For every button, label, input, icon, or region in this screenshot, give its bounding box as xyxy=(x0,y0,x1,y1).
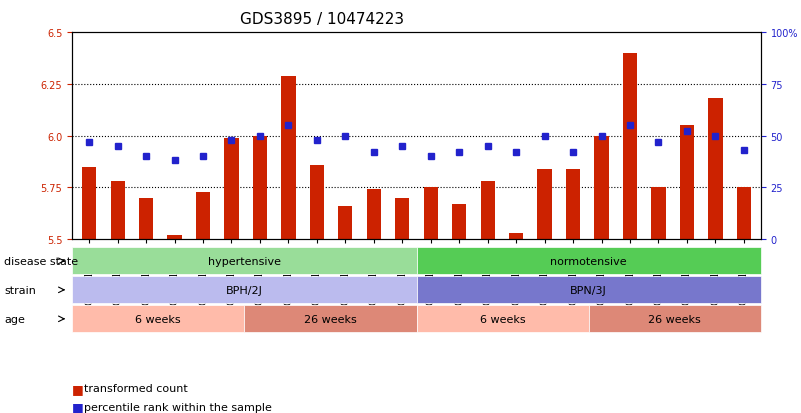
Bar xyxy=(509,233,523,240)
Bar xyxy=(737,188,751,240)
Bar xyxy=(594,136,609,240)
Bar xyxy=(566,169,580,240)
Bar xyxy=(623,54,637,240)
Text: strain: strain xyxy=(4,285,36,295)
Bar xyxy=(651,188,666,240)
Text: 6 weeks: 6 weeks xyxy=(135,314,181,324)
Text: BPN/3J: BPN/3J xyxy=(570,285,607,295)
Bar xyxy=(424,188,438,240)
Text: transformed count: transformed count xyxy=(84,383,188,393)
Bar xyxy=(481,182,495,240)
Text: GDS3895 / 10474223: GDS3895 / 10474223 xyxy=(240,12,405,27)
Text: BPH/2J: BPH/2J xyxy=(226,285,263,295)
Bar xyxy=(281,76,296,240)
Text: ■: ■ xyxy=(72,382,84,395)
Text: 6 weeks: 6 weeks xyxy=(480,314,525,324)
Text: hypertensive: hypertensive xyxy=(207,256,281,266)
Text: 26 weeks: 26 weeks xyxy=(649,314,701,324)
Bar xyxy=(139,198,153,240)
Text: normotensive: normotensive xyxy=(550,256,627,266)
Bar xyxy=(680,126,694,240)
Text: ■: ■ xyxy=(72,400,84,413)
Bar xyxy=(253,136,267,240)
Bar xyxy=(111,182,125,240)
Bar xyxy=(708,99,723,240)
Text: disease state: disease state xyxy=(4,256,78,266)
Text: 26 weeks: 26 weeks xyxy=(304,314,356,324)
Bar xyxy=(367,190,381,240)
Bar xyxy=(167,235,182,240)
Text: age: age xyxy=(4,314,25,324)
Bar xyxy=(310,165,324,240)
Bar xyxy=(82,167,96,240)
Text: percentile rank within the sample: percentile rank within the sample xyxy=(84,402,272,412)
Bar xyxy=(196,192,210,240)
Bar xyxy=(537,169,552,240)
Bar xyxy=(395,198,409,240)
Bar xyxy=(224,138,239,240)
Bar xyxy=(338,206,352,240)
Bar xyxy=(452,204,466,240)
